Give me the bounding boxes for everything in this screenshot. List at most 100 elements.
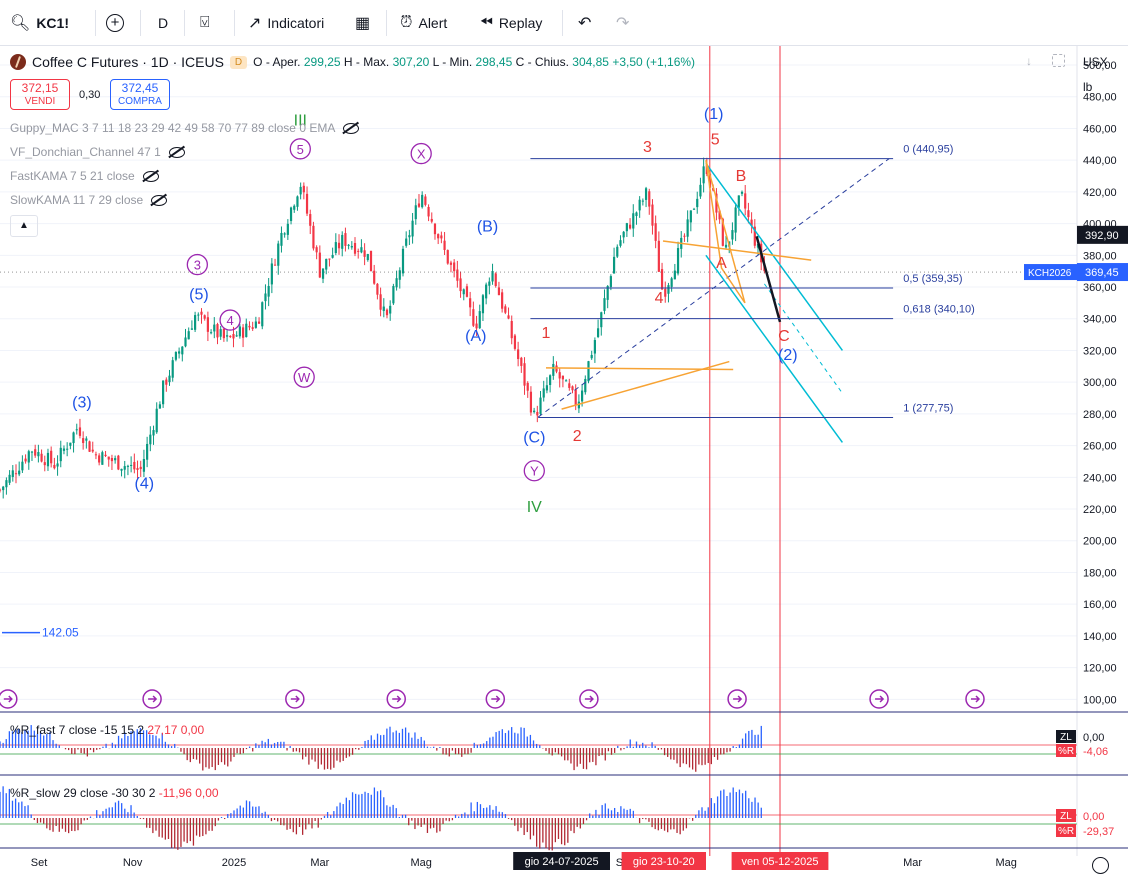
event-marker-arrow <box>148 695 158 703</box>
candle-body <box>229 335 232 337</box>
candle-body <box>641 200 644 202</box>
collapse-legend-button[interactable]: ▲ <box>10 215 38 237</box>
price-tags: ZL 0,00 %R -4,06 ZL 0,00 %R -29,37 392,90 KCH2026… <box>1024 225 1128 838</box>
x-tick-label: Mag <box>410 857 431 869</box>
wave-label: (4) <box>135 475 155 492</box>
candle-body <box>478 311 481 329</box>
candle-body <box>552 363 555 376</box>
candle-body <box>171 360 174 378</box>
currency-select[interactable]: USX <box>1083 55 1108 69</box>
replay-button[interactable]: ⏪︎ Replay <box>480 12 542 34</box>
candle-body <box>261 302 264 327</box>
candle-body <box>456 269 459 281</box>
candle-body <box>382 306 385 311</box>
candle-body <box>270 263 273 285</box>
sell-button[interactable]: 372,15 VENDI <box>10 79 70 110</box>
candle-body <box>203 315 206 319</box>
symbol-title[interactable]: Coffee C Futures · 1D · ICEUS <box>32 54 224 70</box>
kch-tag-label: KCH2026 <box>1028 268 1072 279</box>
undo-button[interactable]: ↶ <box>578 12 591 34</box>
event-marker-arrow <box>3 695 13 703</box>
candle-body <box>286 223 289 235</box>
candle-body <box>56 463 59 467</box>
channel-upper <box>705 162 844 351</box>
undo-icon: ↶ <box>578 15 592 32</box>
candle-body <box>136 468 139 470</box>
candle-body <box>62 448 66 451</box>
indicator-donchian[interactable]: VF_Donchian_Channel 47 1 <box>10 145 185 159</box>
download-icon[interactable]: ↓ <box>1026 54 1032 68</box>
candle-body <box>190 328 193 330</box>
candle-body <box>558 372 561 379</box>
eye-off-icon[interactable] <box>142 170 159 182</box>
eye-off-icon[interactable] <box>168 146 185 158</box>
wave-label: 4 <box>655 290 664 307</box>
indicators-label: Indicatori <box>267 15 325 31</box>
date-badge <box>731 852 829 870</box>
candle-body <box>222 328 225 339</box>
wave-circle <box>293 366 315 388</box>
symbol-search[interactable]: 🔍︎ KC1! <box>10 12 69 34</box>
date-badge <box>621 852 706 870</box>
osc-value: -29,37 <box>1083 826 1114 838</box>
osc-fast-legend[interactable]: %R_fast 7 close -15 15 2 27,17 0,00 <box>10 723 204 737</box>
templates-button[interactable]: ▦ <box>355 12 370 34</box>
osc-slow-legend[interactable]: %R_slow 29 close -30 30 2 -11,96 0,00 <box>10 786 219 800</box>
osc-tag: %R <box>1058 826 1074 837</box>
candle-body <box>619 240 622 246</box>
wave-label: (B) <box>477 219 498 236</box>
wave-label: Y <box>530 464 539 479</box>
buy-button[interactable]: 372,45 COMPRA <box>110 79 170 110</box>
donchian-label: 142.05 <box>42 626 79 640</box>
delay-badge: D <box>229 55 248 69</box>
eye-off-icon[interactable] <box>151 194 168 206</box>
candle-body <box>561 375 565 380</box>
fullscreen-icon[interactable] <box>1052 54 1065 67</box>
divider <box>95 10 96 36</box>
redo-button[interactable]: ↷ <box>616 12 629 34</box>
candle-body <box>78 427 82 436</box>
candle-body <box>117 455 120 470</box>
compare-button[interactable]: + <box>106 12 124 34</box>
settings-icon[interactable] <box>1092 857 1109 874</box>
fibonacci-levels: 0 (440,95) 0,5 (359,35) 0,618 (340,10) 1 (2… <box>0 144 1077 640</box>
candle-body <box>59 447 62 462</box>
candle-body <box>360 247 363 253</box>
candle-body <box>533 410 536 413</box>
candle-body <box>747 210 750 218</box>
oscillator-fast <box>0 725 1077 772</box>
candle-body <box>37 452 40 457</box>
indicator-fastkama[interactable]: FastKAMA 7 5 21 close <box>10 169 159 183</box>
chart-type-button[interactable]: ⍌ <box>200 12 210 34</box>
wave-circle <box>219 309 241 331</box>
unit-select[interactable]: lb <box>1083 80 1093 94</box>
eye-off-icon[interactable] <box>343 122 360 134</box>
alert-button[interactable]: ⏰︎ Alert <box>400 12 447 34</box>
indicator-guppy[interactable]: Guppy_MAC 3 7 11 18 23 29 42 49 58 70 77… <box>10 121 360 135</box>
indicator-slowkama[interactable]: SlowKAMA 11 7 29 close <box>10 193 168 207</box>
candle-body <box>485 284 488 299</box>
candle-body <box>30 451 34 453</box>
y-tick-label: 180,00 <box>1083 567 1117 579</box>
candle-body <box>635 212 638 217</box>
candle-body <box>2 486 5 491</box>
candle-body <box>734 207 737 233</box>
interval-button[interactable]: D <box>158 12 168 34</box>
orange-triangle <box>705 159 746 304</box>
orange-line <box>662 240 812 261</box>
candle-body <box>593 340 596 354</box>
y-tick-label: 440,00 <box>1083 155 1117 167</box>
wave-label: IV <box>527 499 542 516</box>
candle-body <box>549 375 552 386</box>
candle-body <box>216 324 219 338</box>
wave-circle <box>410 142 432 165</box>
candle-body <box>638 199 641 211</box>
indicators-button[interactable]: ↗︎ Indicatori <box>248 12 324 34</box>
event-marker-arrow <box>392 695 402 703</box>
candle-body <box>40 453 43 462</box>
candle-body <box>133 461 136 470</box>
candle-body <box>5 480 8 488</box>
event-marker-icon <box>965 689 985 709</box>
chevron-up-icon: ▲ <box>19 220 29 231</box>
